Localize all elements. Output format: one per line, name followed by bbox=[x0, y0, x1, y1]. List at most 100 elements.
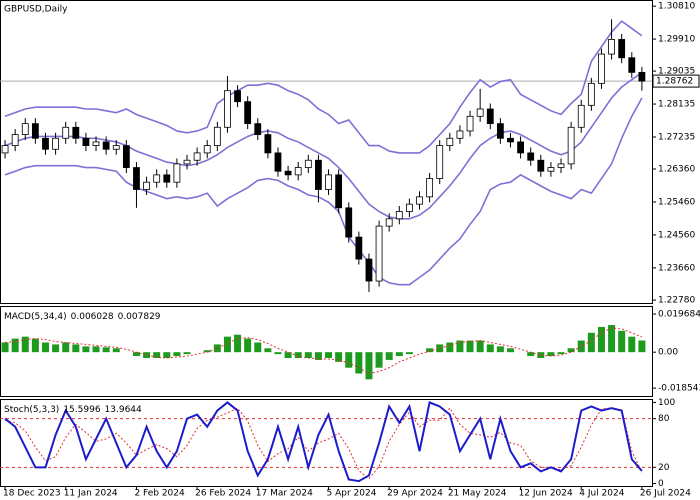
candle-body bbox=[446, 137, 454, 146]
stoch-label: Stoch(5,3,3) 15.5996 13.9644 bbox=[4, 405, 142, 415]
stoch-panel-frame bbox=[0, 399, 653, 487]
candle-body bbox=[345, 207, 353, 238]
macd-bar bbox=[628, 336, 636, 353]
y-tick-label: 0.019684 bbox=[658, 310, 700, 320]
current-price-box bbox=[652, 74, 700, 88]
y-tick-label: 1.24560 bbox=[658, 230, 695, 240]
y-tick-label: 1.23660 bbox=[658, 263, 695, 273]
bollinger-lower bbox=[4, 97, 643, 286]
candle-body bbox=[496, 123, 504, 139]
y-tick-label: 20 bbox=[658, 463, 670, 473]
candle-body bbox=[507, 137, 514, 143]
macd-bar bbox=[597, 326, 605, 353]
y-tick-label: 0.00 bbox=[658, 348, 678, 358]
indicator-value: 0.006028 bbox=[71, 312, 114, 322]
macd-bar bbox=[527, 352, 535, 357]
macd-bar bbox=[92, 346, 100, 353]
candle-body bbox=[486, 108, 494, 125]
macd-bar bbox=[395, 352, 403, 357]
candle-body bbox=[274, 152, 282, 172]
candle-body bbox=[234, 90, 241, 103]
macd-bar bbox=[608, 325, 616, 353]
candle-body bbox=[62, 126, 70, 139]
candle-body bbox=[628, 57, 636, 73]
candle-body bbox=[476, 108, 484, 117]
y-tick-label: -0.018543 bbox=[658, 384, 700, 394]
macd-bar bbox=[294, 352, 302, 358]
indicator-name: Stoch(5,3,3) bbox=[4, 405, 59, 415]
candle-body bbox=[436, 145, 444, 179]
candle-body bbox=[517, 141, 524, 154]
macd-bar bbox=[506, 348, 514, 353]
candle-body bbox=[193, 152, 201, 161]
candle-body bbox=[335, 174, 343, 209]
candle-body bbox=[365, 258, 373, 282]
candle-body bbox=[173, 163, 181, 183]
macd-bar bbox=[143, 352, 151, 358]
stoch-signal bbox=[4, 407, 643, 480]
macd-bar bbox=[405, 352, 413, 355]
macd-bar bbox=[284, 352, 292, 358]
macd-bar bbox=[223, 336, 231, 353]
candle-body bbox=[284, 170, 292, 176]
macd-bar bbox=[254, 342, 262, 353]
bollinger-upper bbox=[4, 20, 643, 154]
y-tick-label: 1.28135 bbox=[658, 100, 695, 110]
macd-bar bbox=[446, 342, 454, 353]
x-tick-label: 17 Mar 2024 bbox=[256, 489, 313, 499]
candle-body bbox=[416, 196, 423, 205]
macd-bar bbox=[587, 332, 595, 353]
candle-body bbox=[527, 152, 535, 161]
macd-bar bbox=[618, 330, 626, 353]
candle-body bbox=[567, 126, 575, 165]
candle-body bbox=[254, 123, 262, 136]
macd-bar bbox=[314, 352, 322, 360]
main-panel-frame bbox=[0, 0, 653, 304]
x-tick-label: 26 Feb 2024 bbox=[195, 489, 251, 499]
macd-bar bbox=[1, 342, 9, 353]
candle-body bbox=[82, 137, 90, 146]
candle-body bbox=[21, 123, 29, 136]
y-tick-label: 1.29035 bbox=[658, 67, 695, 77]
stoch-main bbox=[4, 401, 643, 483]
candle-body bbox=[375, 225, 383, 282]
candle-body bbox=[405, 203, 413, 212]
indicator-value: 13.9644 bbox=[105, 405, 142, 415]
candle-body bbox=[608, 39, 615, 55]
macd-bar bbox=[234, 334, 242, 353]
candle-body bbox=[587, 82, 595, 106]
macd-bar bbox=[274, 352, 282, 355]
y-tick-label: 1.22780 bbox=[658, 296, 695, 306]
candle-body bbox=[547, 167, 555, 172]
macd-bar bbox=[41, 342, 49, 353]
candle-body bbox=[426, 178, 434, 198]
x-tick-label: 21 May 2024 bbox=[448, 489, 507, 499]
candle-body bbox=[395, 211, 403, 220]
macd-bar bbox=[365, 352, 373, 380]
candle-body bbox=[203, 145, 211, 154]
indicator-value: 0.007829 bbox=[118, 312, 161, 322]
x-tick-label: 12 Jun 2024 bbox=[519, 489, 573, 499]
x-tick-label: 18 Dec 2023 bbox=[3, 489, 61, 499]
x-tick-label: 4 Jul 2024 bbox=[579, 489, 624, 499]
candle-body bbox=[577, 104, 585, 128]
macd-bar bbox=[82, 346, 90, 353]
candle-body bbox=[52, 137, 59, 150]
macd-bar bbox=[11, 338, 19, 353]
x-tick-label: 11 Jan 2024 bbox=[64, 489, 118, 499]
macd-bar bbox=[183, 352, 191, 355]
macd-bar bbox=[72, 344, 80, 353]
y-tick-label: 1.26360 bbox=[658, 165, 695, 175]
macd-bar bbox=[426, 348, 434, 353]
candle-body bbox=[557, 163, 565, 168]
y-tick-label: 80 bbox=[658, 414, 670, 424]
x-tick-label: 29 Apr 2024 bbox=[387, 489, 443, 499]
macd-bar bbox=[304, 352, 312, 358]
indicator-value: 15.5996 bbox=[63, 405, 100, 415]
macd-bar bbox=[203, 350, 211, 353]
current-price-label: 1.28762 bbox=[656, 77, 693, 87]
macd-bar bbox=[163, 352, 171, 358]
indicator-name: MACD(5,34,4) bbox=[4, 312, 67, 322]
